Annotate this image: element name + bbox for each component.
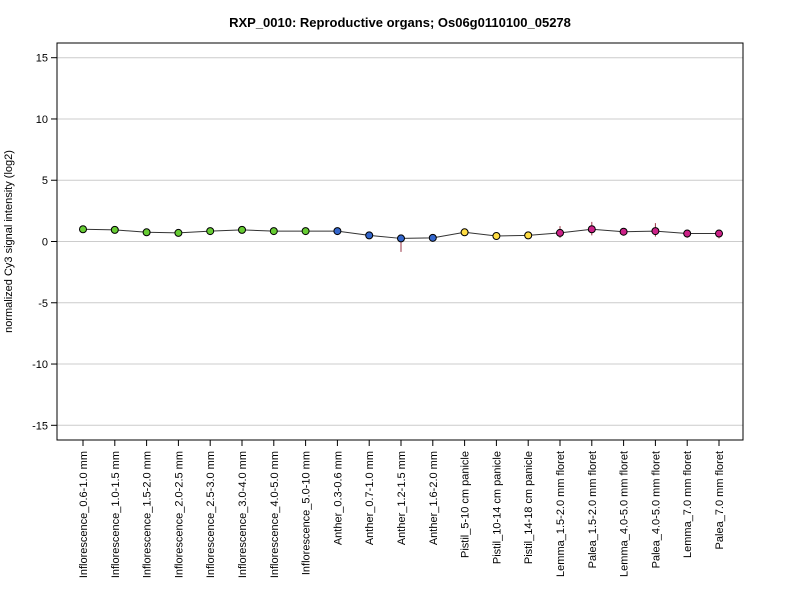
- y-tick-label: 5: [42, 175, 48, 187]
- x-tick-label: Anther_0.3-0.6 mm: [332, 451, 344, 545]
- plot-frame: [56, 42, 744, 441]
- data-point: [333, 227, 342, 236]
- x-tick-label: Palea_4.0-5.0 mm floret: [650, 451, 662, 568]
- data-point: [269, 227, 278, 236]
- x-tick-label: Inflorescence_2.5-3.0 mm: [205, 451, 217, 578]
- x-tick-label: Lemma_7.0 mm floret: [682, 451, 694, 558]
- x-tick-label: Pistil_14-18 cm panicle: [523, 451, 535, 564]
- data-point: [715, 229, 723, 238]
- x-tick-label: Inflorescence_0.6-1.0 mm: [78, 451, 90, 578]
- gridlines: [57, 57, 743, 426]
- data-point: [110, 225, 119, 234]
- y-tick-label: -10: [32, 359, 48, 371]
- data-point: [365, 231, 374, 240]
- axes: -15 -10 -5 0 5 10 15 Inflorescence_0.6-1.0 mm In…: [32, 53, 726, 578]
- x-tick-label: Pistil_10-14 cm panicle: [491, 451, 503, 564]
- data-point: [174, 228, 183, 237]
- data-point: [238, 225, 246, 234]
- x-tick-label: Inflorescence_3.0-4.0 mm: [237, 451, 249, 578]
- y-axis-label: normalized Cy3 signal intensity (log2): [3, 150, 15, 333]
- chart-title: RXP_0010: Reproductive organs; Os06g0110…: [229, 15, 571, 30]
- x-tick-label: Pistil_5-10 cm panicle: [460, 451, 472, 558]
- data-series: [79, 221, 723, 252]
- x-tick-label: Inflorescence_5.0-10 mm: [301, 451, 313, 575]
- data-point: [397, 234, 405, 243]
- x-tick-label: Inflorescence_2.0-2.5 mm: [173, 451, 185, 578]
- data-point: [524, 231, 533, 240]
- y-tick-label: 15: [36, 53, 48, 65]
- data-point: [79, 225, 87, 234]
- data-point: [587, 225, 596, 234]
- x-tick-label: Inflorescence_1.5-2.0 mm: [142, 451, 154, 578]
- data-point: [301, 227, 310, 236]
- x-tick-label: Inflorescence_1.0-1.5 mm: [110, 451, 122, 578]
- y-tick-label: -15: [32, 420, 48, 432]
- data-point: [683, 229, 692, 238]
- x-tick-label: Anther_1.2-1.5 mm: [396, 451, 408, 545]
- x-tick-label: Inflorescence_4.0-5.0 mm: [269, 451, 281, 578]
- data-point: [460, 228, 469, 237]
- y-tick-label: 0: [42, 237, 48, 249]
- data-point: [556, 228, 564, 237]
- x-tick-label: Palea_1.5-2.0 mm floret: [587, 451, 599, 568]
- x-tick-label: Anther_1.6-2.0 mm: [428, 451, 440, 545]
- x-tick-label: Lemma_4.0-5.0 mm floret: [619, 451, 631, 577]
- y-tick-label: -5: [38, 298, 48, 310]
- data-point: [206, 227, 215, 236]
- data-point: [651, 227, 660, 236]
- x-tick-label: Lemma_1.5-2.0 mm floret: [555, 451, 567, 577]
- data-point: [428, 233, 437, 242]
- y-tick-label: 10: [36, 114, 48, 126]
- data-point: [619, 227, 628, 236]
- data-point: [142, 228, 151, 237]
- data-point: [492, 231, 501, 240]
- x-tick-label: Palea_7.0 mm floret: [714, 451, 726, 549]
- x-tick-label: Anther_0.7-1.0 mm: [364, 451, 376, 545]
